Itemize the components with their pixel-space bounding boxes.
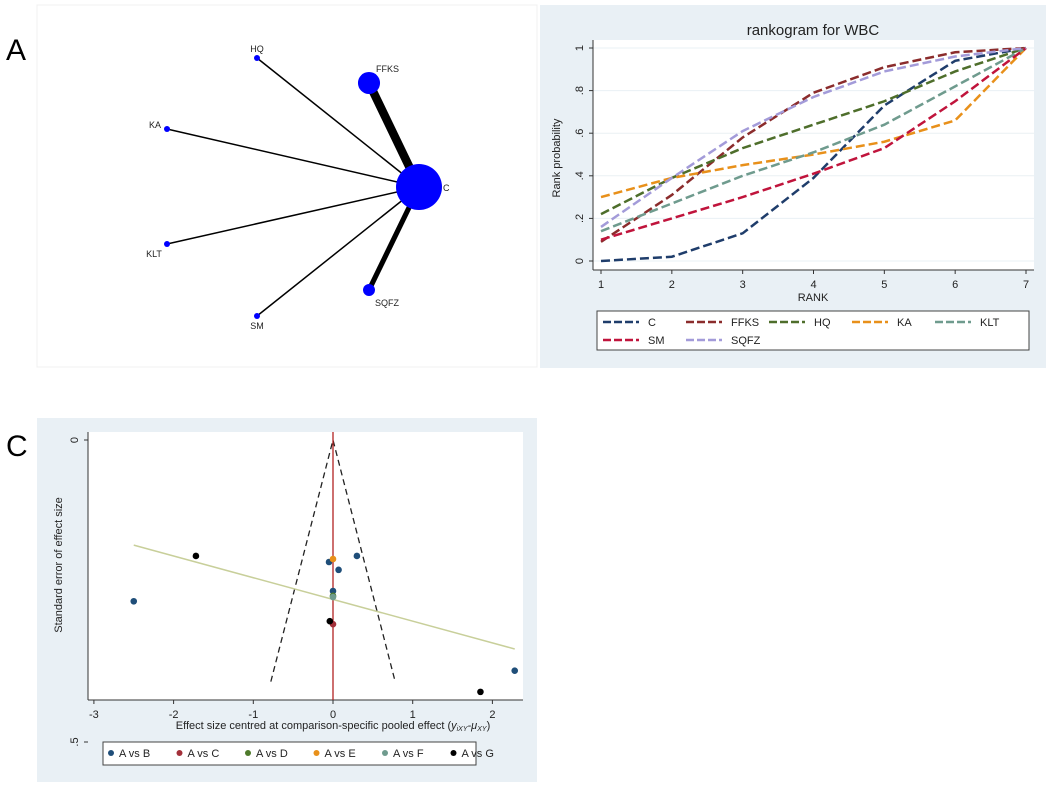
y-tick-label: 1 [574, 45, 586, 51]
legend-marker-a-vs-f [382, 750, 388, 756]
legend-label: A vs E [325, 748, 356, 760]
x-tick-label: 2 [489, 709, 495, 721]
node-label-KA: KA [149, 120, 161, 130]
legend-label: A vs C [188, 748, 220, 760]
rankogram-chart: rankogram for WBC 0 .2 .4 .6 .8 1 1 2 3 4 5 6 7 RANK Ra… [540, 5, 1046, 368]
y-tick-label: .2 [574, 214, 586, 223]
legend-label-SM: SM [648, 335, 665, 347]
legend-label-KA: KA [897, 317, 912, 329]
funnel-plot: -3 -2 -1 0 1 2 0 .5 Effect size centred at compa… [37, 418, 537, 782]
data-point-a-vs-g [192, 552, 200, 560]
x-tick-label: 1 [410, 709, 416, 721]
x-tick-label: 1 [598, 279, 604, 291]
node-label-KLT: KLT [146, 249, 162, 259]
legend-label-HQ: HQ [814, 317, 831, 329]
edge-KA-C [166, 128, 420, 188]
legend-label: A vs F [393, 748, 424, 760]
node-SQFZ [363, 284, 375, 296]
legend-marker-a-vs-g [450, 750, 457, 756]
data-point-a-vs-g [477, 688, 484, 696]
series-line-FFKS [600, 46, 1027, 243]
legend-label-C: C [648, 317, 656, 329]
node-label-HQ: HQ [250, 44, 264, 54]
x-axis-label: RANK [798, 292, 829, 304]
legend-box [102, 741, 477, 766]
panel-label-c: C [6, 430, 28, 463]
x-tick-label: 0 [330, 709, 336, 721]
series-line-SQFZ [600, 46, 1027, 228]
legend-label: A vs D [256, 748, 288, 760]
legend-box [596, 310, 1030, 351]
data-point-a-vs-e [329, 555, 337, 563]
x-tick-label: 2 [669, 279, 675, 291]
x-tick-label: 7 [1023, 279, 1029, 291]
y-tick-label: .8 [574, 86, 586, 95]
edge-KLT-C [166, 186, 420, 245]
legend-marker-a-vs-b [108, 750, 114, 756]
node-label-SM: SM [250, 321, 264, 331]
panel-a-frame [36, 4, 538, 368]
x-tick-label: 5 [881, 279, 887, 291]
x-axis-label-part: iXY [457, 726, 469, 733]
regression-line [133, 544, 515, 650]
edge-SM-C [256, 186, 420, 317]
x-axis-label-part: -μ [468, 720, 478, 732]
y-tick-label: 0 [69, 437, 81, 443]
x-tick-label: -2 [169, 709, 179, 721]
legend-marker-a-vs-e [313, 750, 320, 756]
y-axis-label: Standard error of effect size [53, 497, 65, 633]
network-plot: C FFKS HQ KA KLT SM SQFZ [36, 4, 538, 368]
legend-marker-a-vs-d [245, 750, 251, 756]
node-KLT [164, 241, 170, 247]
chart-title: rankogram for WBC [747, 22, 880, 39]
data-point-a-vs-b [335, 566, 342, 574]
node-SM [254, 313, 260, 319]
y-tick-label: .4 [574, 171, 586, 180]
data-point-a-vs-f [329, 593, 337, 601]
legend-label: A vs B [119, 748, 150, 760]
y-axis-label: Rank probability [551, 118, 563, 197]
legend-label-SQFZ: SQFZ [731, 335, 761, 347]
x-axis-label-part: XY [476, 726, 488, 733]
data-point-a-vs-g [326, 617, 334, 625]
x-axis-label-part: ) [487, 720, 491, 732]
data-point-a-vs-b [130, 597, 138, 605]
series-line-SM [600, 47, 1027, 241]
x-axis-label: Effect size centred at comparison-specif… [176, 720, 490, 733]
x-tick-label: -3 [89, 709, 99, 721]
node-KA [164, 126, 170, 132]
legend-label-FFKS: FFKS [731, 317, 759, 329]
y-tick-label: .5 [69, 737, 81, 746]
x-tick-label: 6 [952, 279, 958, 291]
edge-HQ-C [256, 57, 420, 188]
series-line-KLT [600, 46, 1027, 233]
node-HQ [254, 55, 260, 61]
x-axis-label-part: y [450, 720, 458, 732]
y-tick-label: .6 [574, 129, 586, 138]
node-label-C: C [443, 183, 450, 193]
series-line-C [600, 46, 1027, 263]
node-C [396, 164, 442, 210]
x-tick-label: -1 [248, 709, 258, 721]
legend-label: A vs G [462, 748, 494, 760]
x-axis-label-part: Effect size centred at comparison-specif… [176, 720, 452, 732]
node-FFKS [357, 71, 381, 95]
data-point-a-vs-b [329, 587, 337, 595]
funnel-limits [270, 439, 396, 682]
x-tick-label: 3 [740, 279, 746, 291]
data-point-a-vs-b [511, 667, 519, 675]
panel-label-a: A [6, 34, 27, 67]
y-tick-label: 0 [574, 258, 586, 264]
legend-marker-a-vs-c [176, 750, 183, 756]
data-point-a-vs-b [353, 552, 361, 560]
node-label-FFKS: FFKS [376, 64, 399, 74]
legend-label-KLT: KLT [980, 317, 1000, 329]
x-tick-label: 4 [810, 279, 816, 291]
node-label-SQFZ: SQFZ [375, 298, 400, 308]
plot-area [88, 432, 523, 700]
